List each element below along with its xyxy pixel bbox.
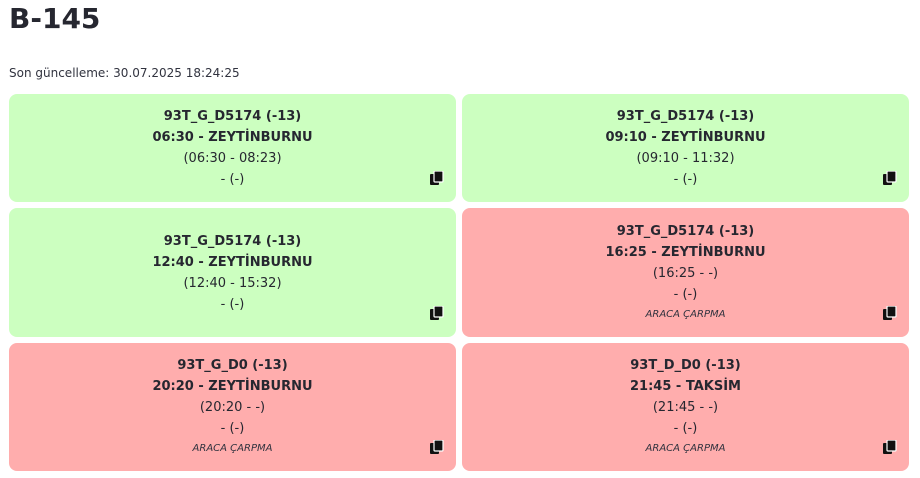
copy-button[interactable] xyxy=(430,440,444,455)
trip-time-range: (16:25 - -) xyxy=(652,265,719,281)
copy-icon xyxy=(883,440,897,454)
trip-note: ARACA ÇARPMA xyxy=(645,443,726,454)
trip-departure: 21:45 - TAKSİM xyxy=(630,379,741,394)
trip-route: 93T_G_D5174 (-13) xyxy=(163,109,302,124)
trip-departure: 20:20 - ZEYTİNBURNU xyxy=(152,379,313,394)
copy-button[interactable] xyxy=(430,306,444,321)
trip-card-grid: 93T_G_D5174 (-13) 06:30 - ZEYTİNBURNU (0… xyxy=(9,94,909,471)
copy-button[interactable] xyxy=(883,171,897,186)
trip-extra: - (-) xyxy=(673,172,698,187)
trip-departure: 09:10 - ZEYTİNBURNU xyxy=(605,130,766,145)
trip-card: 93T_G_D5174 (-13) 09:10 - ZEYTİNBURNU (0… xyxy=(462,94,909,202)
last-updated-text: Son güncelleme: 30.07.2025 18:24:25 xyxy=(9,66,240,80)
copy-button[interactable] xyxy=(883,440,897,455)
trip-departure: 12:40 - ZEYTİNBURNU xyxy=(152,254,313,270)
trip-card: 93T_G_D5174 (-13) 06:30 - ZEYTİNBURNU (0… xyxy=(9,94,456,202)
trip-time-range: (12:40 - 15:32) xyxy=(183,275,282,291)
trip-time-range: (06:30 - 08:23) xyxy=(183,151,282,166)
copy-icon xyxy=(883,306,897,320)
trip-time-range: (21:45 - -) xyxy=(652,400,719,415)
trip-route: 93T_G_D5174 (-13) xyxy=(163,233,302,249)
trip-card: 93T_G_D0 (-13) 20:20 - ZEYTİNBURNU (20:2… xyxy=(9,343,456,471)
trip-departure: 16:25 - ZEYTİNBURNU xyxy=(605,244,766,260)
trip-route: 93T_D_D0 (-13) xyxy=(630,358,741,373)
page-title: B-145 xyxy=(9,2,101,35)
trip-extra: - (-) xyxy=(220,296,245,312)
trip-extra: - (-) xyxy=(673,286,698,302)
trip-time-range: (09:10 - 11:32) xyxy=(636,151,735,166)
trip-extra: - (-) xyxy=(220,421,245,436)
trip-card: 93T_G_D5174 (-13) 16:25 - ZEYTİNBURNU (1… xyxy=(462,208,909,337)
copy-icon xyxy=(430,440,444,454)
trip-note: ARACA ÇARPMA xyxy=(645,308,726,320)
copy-icon xyxy=(430,306,444,320)
trip-route: 93T_G_D5174 (-13) xyxy=(616,223,755,239)
trip-note: ARACA ÇARPMA xyxy=(192,443,273,454)
trip-card: 93T_D_D0 (-13) 21:45 - TAKSİM (21:45 - -… xyxy=(462,343,909,471)
trip-extra: - (-) xyxy=(220,172,245,187)
trip-card: 93T_G_D5174 (-13) 12:40 - ZEYTİNBURNU (1… xyxy=(9,208,456,337)
copy-button[interactable] xyxy=(430,171,444,186)
trip-departure: 06:30 - ZEYTİNBURNU xyxy=(152,130,313,145)
copy-icon xyxy=(430,171,444,185)
copy-button[interactable] xyxy=(883,306,897,321)
trip-route: 93T_G_D0 (-13) xyxy=(177,358,288,373)
trip-extra: - (-) xyxy=(673,421,698,436)
copy-icon xyxy=(883,171,897,185)
trip-route: 93T_G_D5174 (-13) xyxy=(616,109,755,124)
trip-time-range: (20:20 - -) xyxy=(199,400,266,415)
